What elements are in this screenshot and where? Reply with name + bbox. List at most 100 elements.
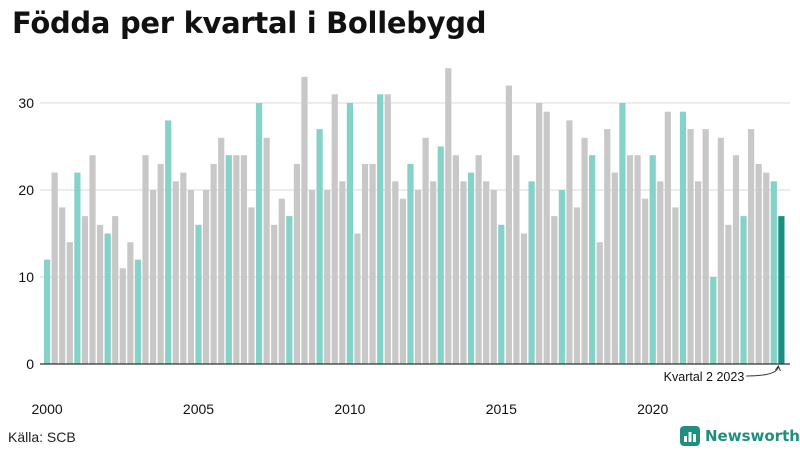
y-axis-ticks: 0 10 20 30 xyxy=(18,95,34,372)
bar xyxy=(225,155,232,364)
bar xyxy=(467,172,475,364)
bar-chart-icon xyxy=(680,426,700,446)
bar xyxy=(293,163,301,364)
bar xyxy=(233,155,240,364)
bar xyxy=(581,137,588,364)
source-label: Källa: SCB xyxy=(8,429,76,445)
bar xyxy=(596,242,603,364)
x-tick-label: 2005 xyxy=(183,401,214,417)
x-tick-label: 2015 xyxy=(486,401,517,417)
bar xyxy=(127,242,134,364)
bar xyxy=(172,181,179,364)
bar xyxy=(202,190,210,364)
bar xyxy=(112,216,119,364)
bar xyxy=(210,163,217,364)
bar xyxy=(528,181,535,364)
bar xyxy=(687,129,694,364)
bar xyxy=(755,163,762,364)
bar xyxy=(399,198,406,364)
bar xyxy=(301,76,308,365)
bar xyxy=(44,259,51,364)
bar xyxy=(422,137,429,364)
bar xyxy=(414,190,422,364)
y-tick-label: 0 xyxy=(26,356,34,372)
bar xyxy=(634,155,641,364)
bar xyxy=(611,172,618,364)
bar xyxy=(51,172,58,364)
bar xyxy=(626,155,634,364)
bar xyxy=(657,181,664,364)
bar xyxy=(240,155,248,364)
chart-title: Födda per kvartal i Bollebygd xyxy=(12,6,487,40)
bar xyxy=(740,216,747,364)
bar xyxy=(286,216,293,364)
bar xyxy=(573,207,581,364)
bar xyxy=(452,155,459,364)
bar xyxy=(763,172,770,364)
bar xyxy=(460,181,467,364)
bar xyxy=(248,207,255,364)
bar xyxy=(717,137,724,364)
bar xyxy=(770,181,777,364)
bar xyxy=(430,181,437,364)
bar xyxy=(490,190,497,364)
bar xyxy=(513,155,520,364)
bar xyxy=(664,111,671,364)
bar xyxy=(619,103,626,364)
bar xyxy=(324,190,331,364)
x-axis-ticks: 2000 2005 2010 2015 2020 xyxy=(32,401,669,417)
bar xyxy=(483,181,490,364)
bar xyxy=(157,163,164,364)
bar xyxy=(702,129,709,364)
bar xyxy=(361,163,369,364)
bar xyxy=(649,155,656,364)
bar xyxy=(679,111,687,364)
annotation-arrowhead xyxy=(774,364,781,372)
brand-logo: Newsworthy xyxy=(680,426,800,446)
y-tick-label: 30 xyxy=(18,95,34,111)
bar xyxy=(195,224,202,364)
bar xyxy=(308,190,316,364)
bar xyxy=(498,224,505,364)
brand-name: Newsworthy xyxy=(705,427,800,445)
bar xyxy=(218,137,225,364)
bar xyxy=(278,198,285,364)
bar xyxy=(346,103,353,364)
bar xyxy=(695,181,702,364)
bar xyxy=(558,190,565,364)
annotation-arrow xyxy=(746,366,779,377)
annotation-group: Kvartal 2 2023 xyxy=(664,364,781,384)
bar xyxy=(377,94,384,365)
bar xyxy=(384,94,391,365)
bar xyxy=(407,163,414,364)
bar xyxy=(119,268,126,364)
bar xyxy=(710,277,717,364)
bar xyxy=(748,129,755,364)
bar xyxy=(520,233,528,364)
bar xyxy=(255,103,263,364)
bar xyxy=(392,181,399,364)
bar xyxy=(604,129,611,364)
bar xyxy=(566,120,573,365)
bar xyxy=(445,68,452,364)
bar xyxy=(74,172,81,364)
bar xyxy=(354,233,361,364)
bar xyxy=(725,224,732,364)
bar xyxy=(142,155,149,364)
bar xyxy=(66,242,73,364)
bar xyxy=(339,181,346,364)
bar xyxy=(187,190,195,364)
bar xyxy=(316,129,323,364)
bar xyxy=(271,224,278,364)
bar xyxy=(180,172,187,364)
bar xyxy=(104,233,111,364)
bar xyxy=(149,190,157,364)
annotation-label: Kvartal 2 2023 xyxy=(664,370,745,384)
bar xyxy=(437,146,444,364)
y-tick-label: 10 xyxy=(18,269,34,285)
x-tick-label: 2010 xyxy=(334,401,365,417)
bar xyxy=(165,120,172,365)
bar xyxy=(543,111,550,364)
bar xyxy=(551,216,558,364)
